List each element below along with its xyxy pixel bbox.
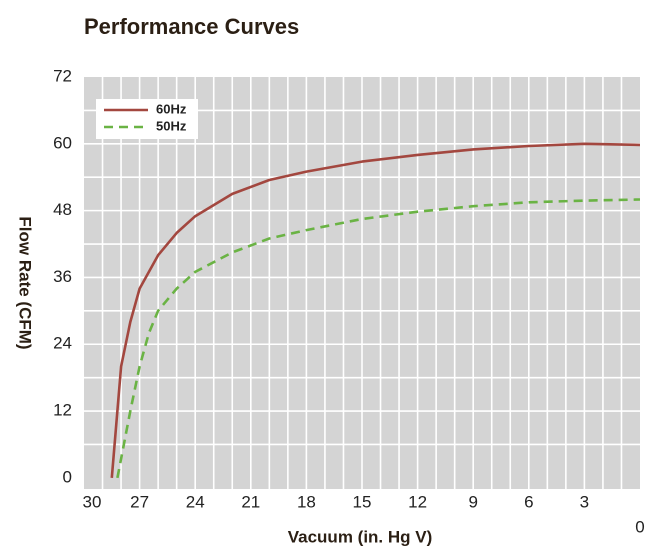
x-tick-label: 21 (241, 492, 260, 511)
x-tick-label: 30 (83, 492, 102, 511)
x-tick-label: 0 (635, 517, 644, 536)
y-tick-label: 24 (53, 334, 72, 353)
x-tick-label: 27 (130, 492, 149, 511)
legend-box (96, 99, 198, 139)
x-axis-label: Vacuum (in. Hg V) (288, 527, 433, 546)
line (110, 142, 640, 479)
y-tick-label: 0 (63, 467, 72, 486)
y-tick-label: 60 (53, 133, 72, 152)
y-tick-label: 36 (53, 267, 72, 286)
y-tick-label: 72 (53, 66, 72, 85)
legend-label: 60Hz (156, 101, 187, 116)
x-tick-label: 24 (186, 492, 205, 511)
x-tick-label: 12 (408, 492, 427, 511)
x-tick-label: 9 (468, 492, 477, 511)
x-tick-label: 3 (580, 492, 589, 511)
line (116, 198, 640, 479)
x-tick-label: 15 (353, 492, 372, 511)
chart-title: Performance Curves (84, 14, 299, 39)
y-axis-label: Flow Rate (CFM) (16, 216, 35, 349)
y-tick-label: 12 (53, 401, 72, 420)
x-tick-label: 18 (297, 492, 316, 511)
y-tick-label: 48 (53, 200, 72, 219)
legend-label: 50Hz (156, 118, 187, 133)
x-tick-label: 6 (524, 492, 533, 511)
